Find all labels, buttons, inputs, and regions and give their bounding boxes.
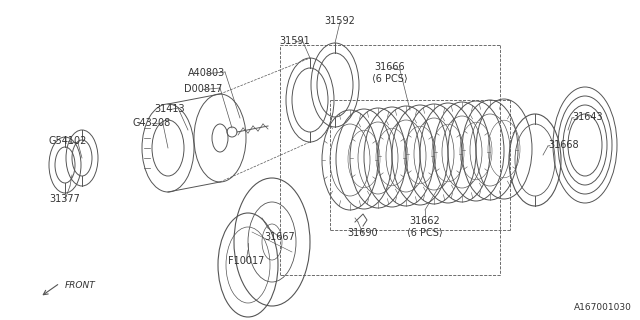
Text: A167001030: A167001030 — [574, 303, 632, 312]
Text: 31690: 31690 — [348, 228, 378, 238]
Text: 31643: 31643 — [572, 112, 603, 122]
Text: 31377: 31377 — [49, 194, 81, 204]
Text: G54102: G54102 — [49, 136, 87, 146]
Text: ⟨6 PCS⟩: ⟨6 PCS⟩ — [372, 74, 408, 84]
Text: F10017: F10017 — [228, 256, 264, 266]
Text: 31591: 31591 — [280, 36, 310, 46]
Text: D00817: D00817 — [184, 84, 222, 94]
Text: G43208: G43208 — [133, 118, 171, 128]
Text: FRONT: FRONT — [65, 281, 96, 290]
Text: 31413: 31413 — [155, 104, 186, 114]
Text: 31668: 31668 — [548, 140, 579, 150]
Text: 31667: 31667 — [264, 232, 296, 242]
Text: 31592: 31592 — [324, 16, 355, 26]
Text: ⟨6 PCS⟩: ⟨6 PCS⟩ — [407, 228, 443, 238]
Text: A40803: A40803 — [188, 68, 226, 78]
Text: 31662: 31662 — [410, 216, 440, 226]
Text: 31666: 31666 — [374, 62, 405, 72]
